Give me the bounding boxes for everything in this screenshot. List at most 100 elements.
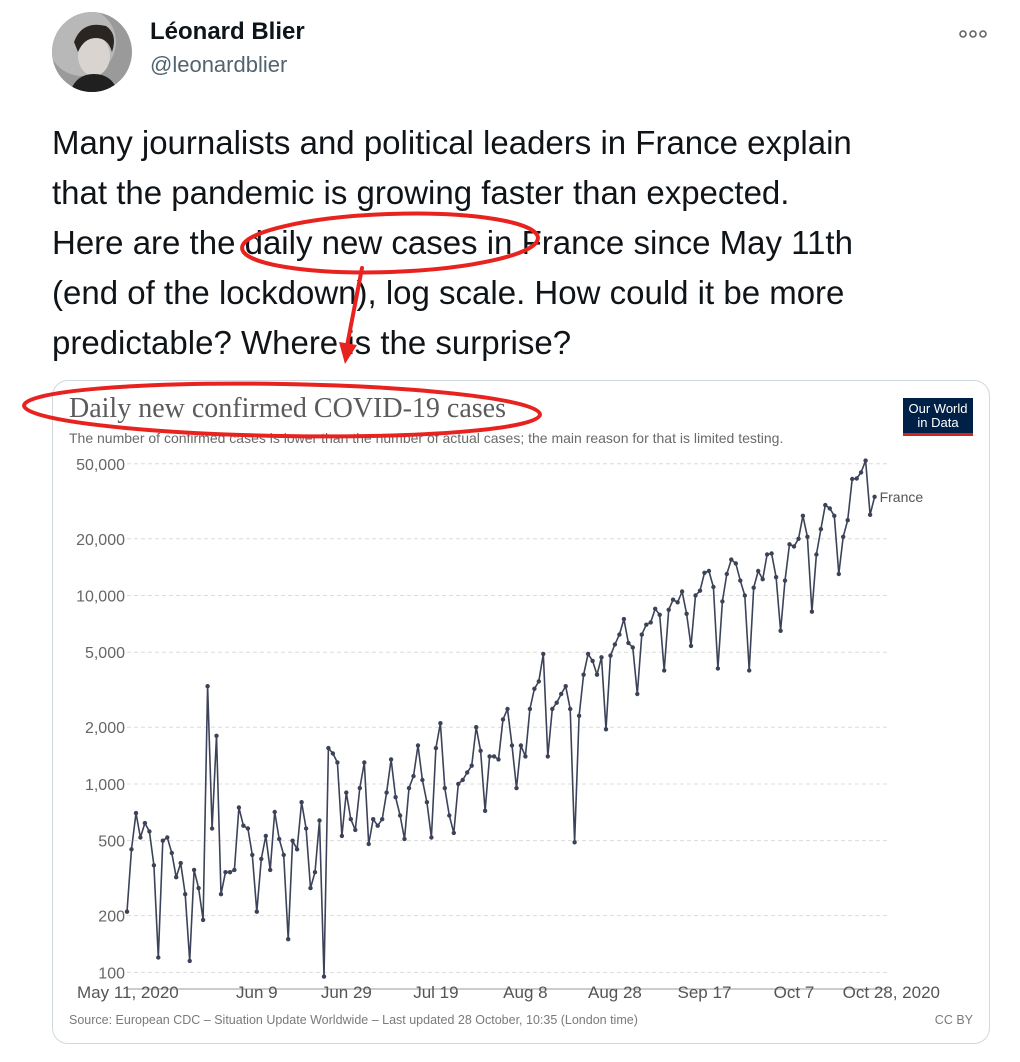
x-tick-label: Jun 9 <box>236 983 278 1002</box>
data-point <box>666 607 671 612</box>
data-point <box>129 847 134 852</box>
data-point <box>850 476 855 482</box>
data-point <box>581 672 586 677</box>
line-chart: 100 200 500 1,000 2,000 5,000 10,000 20,000 50,0… <box>76 457 940 1002</box>
y-tick-label: 20,000 <box>76 532 125 549</box>
tweet-text-line: Many journalists and political leaders i… <box>52 124 852 161</box>
data-point <box>420 777 425 783</box>
y-tick-label: 5,000 <box>85 645 125 662</box>
data-point <box>738 578 743 583</box>
data-point <box>711 584 716 590</box>
data-point <box>836 571 841 577</box>
data-point <box>241 823 246 828</box>
data-point <box>760 577 765 582</box>
data-point <box>532 686 537 691</box>
x-tick-label: Oct 7 <box>774 983 815 1002</box>
y-tick-label: 50,000 <box>76 457 125 474</box>
data-point <box>688 643 694 649</box>
data-point <box>872 494 877 499</box>
data-point <box>178 860 183 866</box>
data-point <box>438 721 443 726</box>
data-point <box>684 611 689 616</box>
media-card[interactable]: Daily new confirmed COVID-19 cases The n… <box>52 380 990 1044</box>
data-point <box>303 826 309 831</box>
data-point <box>357 785 362 791</box>
data-point <box>742 593 747 598</box>
data-point <box>326 745 331 751</box>
data-point <box>769 551 774 556</box>
owid-logo: Our World in Data <box>903 398 973 436</box>
y-tick-label: 500 <box>98 834 125 851</box>
data-point <box>814 552 819 557</box>
data-point <box>617 632 622 637</box>
data-point <box>536 679 541 684</box>
user-handle[interactable]: @leonardblier <box>150 52 288 77</box>
data-point <box>854 476 859 481</box>
data-point <box>818 526 824 532</box>
data-point <box>764 552 770 557</box>
data-point <box>214 733 219 738</box>
data-point <box>469 763 474 768</box>
data-point <box>424 800 430 805</box>
data-point <box>474 725 479 730</box>
data-point <box>371 817 376 822</box>
data-point <box>348 817 353 822</box>
data-point <box>858 470 864 475</box>
data-point <box>509 743 515 748</box>
data-point <box>576 713 582 718</box>
data-point <box>397 813 403 818</box>
data-point <box>572 840 577 845</box>
data-point <box>491 754 497 759</box>
data-point <box>200 917 206 923</box>
data-point <box>773 575 779 580</box>
data-point <box>554 700 559 705</box>
data-point <box>299 800 304 805</box>
display-name[interactable]: Léonard Blier <box>150 18 305 45</box>
data-point <box>733 561 738 566</box>
data-point <box>791 544 797 549</box>
data-point <box>805 534 810 539</box>
data-point <box>679 589 685 594</box>
data-point <box>174 875 179 880</box>
data-point <box>147 829 152 834</box>
data-point <box>294 847 300 852</box>
data-point <box>527 706 533 712</box>
data-point <box>608 653 613 658</box>
x-tick-label: Sep 17 <box>678 983 732 1002</box>
data-point <box>832 513 837 518</box>
data-point <box>845 518 850 523</box>
data-point <box>151 863 157 868</box>
data-point <box>487 754 492 759</box>
data-point <box>388 757 394 762</box>
data-point <box>639 632 644 637</box>
data-point <box>165 835 170 840</box>
data-point <box>160 838 165 843</box>
data-point <box>218 892 224 897</box>
data-point <box>429 835 434 840</box>
data-point <box>133 810 139 816</box>
x-tick-label: Oct 28, 2020 <box>843 983 940 1002</box>
owid-logo-line: Our World <box>908 401 968 416</box>
owid-logo-line: in Data <box>917 415 959 430</box>
tweet-text-line: (end of the lockdown), log scale. How co… <box>52 274 845 311</box>
data-point <box>156 955 161 960</box>
data-point <box>657 612 662 617</box>
data-point <box>693 593 698 598</box>
data-point <box>286 937 291 942</box>
more-options-button[interactable] <box>956 22 990 46</box>
series-label-france: France <box>880 489 924 505</box>
data-point <box>465 770 470 775</box>
data-point <box>142 820 148 826</box>
avatar[interactable] <box>52 12 132 92</box>
data-point <box>594 672 600 677</box>
x-tick-label: May 11, 2020 <box>77 983 179 1002</box>
data-point <box>626 640 631 646</box>
x-tick-label: Aug 8 <box>503 983 547 1002</box>
data-point <box>599 655 604 660</box>
data-point <box>809 609 815 614</box>
data-point <box>393 795 398 800</box>
data-point <box>277 836 282 842</box>
data-point <box>800 513 806 518</box>
data-point <box>339 833 345 839</box>
data-point <box>456 781 461 787</box>
